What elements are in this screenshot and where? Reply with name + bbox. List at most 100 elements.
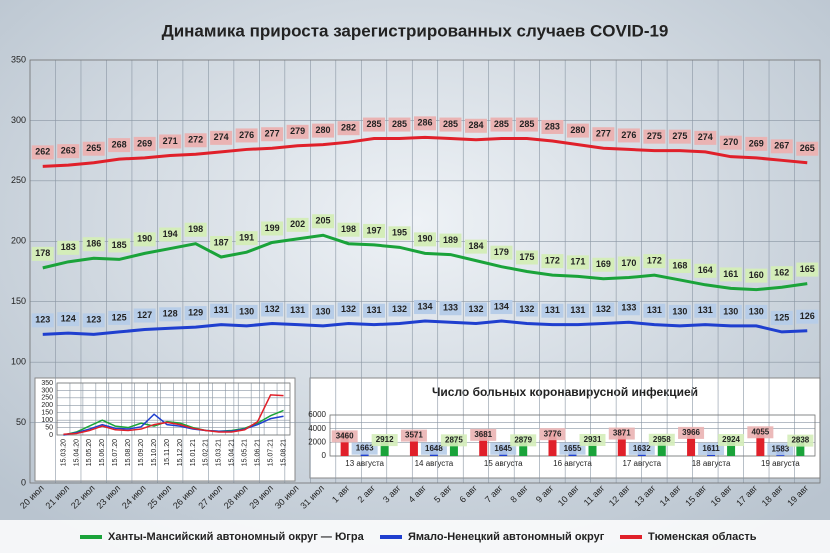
value-label: 2879 [514,435,532,444]
value-label: 284 [468,120,483,130]
value-label: 132 [596,304,611,314]
value-label-bg [515,250,538,265]
value-label: 134 [417,301,432,311]
value-label: 280 [316,125,331,135]
value-label-bg [133,232,156,247]
value-label-bg [592,302,615,317]
inset-frame [34,377,296,482]
x-tick-label: 15.10.20 [151,439,158,466]
value-label: 131 [545,305,560,315]
x-tick-label: 15.04.21 [229,439,236,466]
value-label-bg [694,263,717,278]
x-tick-label: 16 августа [553,459,592,468]
bar [340,432,349,456]
value-label: 3776 [544,429,562,438]
value-label-bg [698,442,725,455]
value-label-bg [31,246,54,261]
x-tick-label: 15.05.20 [86,439,93,466]
value-label: 270 [723,137,738,147]
value-label-bg [541,119,564,134]
value-label: 162 [774,268,789,278]
value-label: 130 [239,306,254,316]
value-label: 276 [239,130,254,140]
value-label-bg [592,127,615,142]
value-label: 132 [265,304,280,314]
value-label-bg [510,434,537,447]
value-label: 132 [341,304,356,314]
value-label-bg [57,240,80,255]
value-label-bg [388,226,411,241]
value-label: 133 [621,303,636,313]
value-label: 131 [290,305,305,315]
x-tick-label: 15.08.21 [280,439,287,466]
value-label: 168 [672,260,687,270]
value-label: 267 [774,141,789,151]
value-label-bg [470,428,497,441]
x-tick-label: 15.12.20 [177,439,184,466]
value-label-bg [608,427,635,440]
value-label-bg [312,214,335,229]
y-tick-label: 150 [11,296,26,306]
value-label: 3460 [336,431,354,440]
value-label: 3681 [474,430,492,439]
value-label: 133 [443,303,458,313]
value-label: 285 [367,119,382,129]
value-label-bg [439,117,462,132]
x-tick-label: 15.02.21 [203,439,210,466]
value-label: 170 [621,258,636,268]
value-label-bg [31,313,54,328]
legend-label: Ямало-Ненецкий автономный округ [408,531,605,543]
value-label: 179 [494,247,509,257]
value-label-bg [440,434,467,447]
bar [479,430,488,456]
value-label: 183 [61,242,76,252]
y-tick-label: 4000 [308,424,326,433]
value-label-bg [464,302,487,317]
y-tick-label: 350 [41,380,53,387]
value-label-bg [133,136,156,151]
value-label-bg [566,123,589,138]
value-label-bg [541,254,564,269]
bar [548,430,557,456]
value-label: 123 [86,315,101,325]
bar [588,435,597,456]
y-tick-label: 100 [11,357,26,367]
value-label-bg [31,145,54,160]
value-label-bg [133,308,156,323]
value-label: 189 [443,235,458,245]
value-label-bg [363,117,386,132]
x-tick-label: 17 августа [622,459,661,468]
y-tick-label: 50 [16,417,26,427]
legend-bg [0,520,830,553]
value-label: 2931 [584,435,602,444]
value-label-bg [719,304,742,319]
value-label-bg [414,116,436,131]
value-label: 2924 [722,435,740,444]
x-tick-label: 15.07.20 [112,439,119,466]
value-label-bg [617,128,640,143]
value-label: 205 [316,216,331,226]
value-label: 128 [163,309,178,319]
value-label-bg [420,442,447,455]
value-label-bg [643,303,666,318]
value-label: 279 [290,126,305,136]
value-label-bg [566,303,589,318]
value-label: 265 [86,143,101,153]
x-tick-label: 15.03.21 [216,439,223,466]
value-label-bg [745,136,768,151]
value-label-bg [678,426,705,439]
value-label: 172 [545,256,560,266]
value-label-bg [648,433,675,446]
value-label-bg [351,442,378,455]
value-label-bg [787,434,814,447]
value-label: 3966 [682,428,700,437]
y-tick-label: 250 [41,395,53,402]
value-label-bg [210,130,233,145]
value-label: 124 [61,314,76,324]
value-label-bg [796,309,819,324]
value-label: 132 [392,304,407,314]
value-label-bg [694,303,717,318]
value-label: 277 [265,129,280,139]
value-label-bg [747,426,774,439]
x-tick-label: 15.06.21 [254,439,261,466]
